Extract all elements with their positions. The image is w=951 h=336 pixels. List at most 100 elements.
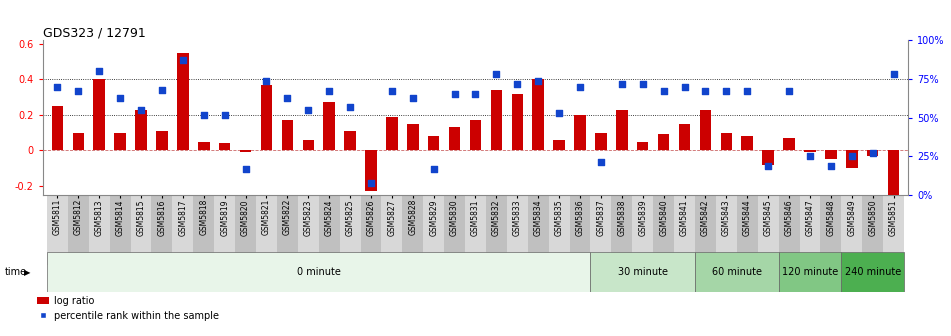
Point bbox=[719, 89, 734, 94]
Point bbox=[447, 92, 462, 97]
Text: GDS323 / 12791: GDS323 / 12791 bbox=[43, 26, 146, 39]
Bar bbox=[846, 151, 858, 168]
Bar bbox=[653, 195, 674, 264]
Bar bbox=[842, 195, 863, 264]
Bar bbox=[198, 141, 209, 151]
Bar bbox=[344, 131, 356, 151]
Bar bbox=[611, 195, 632, 264]
Point bbox=[363, 180, 378, 185]
Bar bbox=[825, 151, 837, 159]
Bar bbox=[360, 195, 381, 264]
Point bbox=[133, 107, 148, 113]
Point bbox=[782, 89, 797, 94]
Bar bbox=[737, 195, 758, 264]
Point bbox=[301, 107, 316, 113]
Bar bbox=[867, 151, 879, 156]
Point bbox=[552, 110, 567, 116]
Bar bbox=[800, 195, 821, 264]
Bar bbox=[616, 110, 628, 151]
Bar bbox=[679, 124, 690, 151]
Text: 120 minute: 120 minute bbox=[782, 267, 838, 277]
Bar bbox=[261, 85, 272, 151]
Point bbox=[865, 151, 881, 156]
Bar bbox=[340, 195, 360, 264]
Bar bbox=[784, 138, 795, 151]
Bar bbox=[533, 79, 544, 151]
Point bbox=[217, 112, 232, 117]
Point bbox=[531, 78, 546, 83]
Bar bbox=[888, 151, 900, 204]
Point bbox=[510, 81, 525, 86]
Bar bbox=[658, 134, 670, 151]
Bar bbox=[423, 195, 444, 264]
Point bbox=[280, 95, 295, 100]
Bar bbox=[298, 195, 319, 264]
Bar bbox=[402, 195, 423, 264]
Bar bbox=[570, 195, 591, 264]
Bar bbox=[470, 120, 481, 151]
Bar bbox=[365, 151, 377, 191]
Point bbox=[844, 154, 860, 159]
Point bbox=[426, 166, 441, 171]
Bar bbox=[256, 195, 277, 264]
Bar bbox=[821, 195, 842, 264]
Point bbox=[175, 58, 190, 63]
Point bbox=[468, 92, 483, 97]
Point bbox=[384, 89, 399, 94]
Bar bbox=[512, 94, 523, 151]
Bar bbox=[381, 195, 402, 264]
Bar bbox=[172, 195, 193, 264]
Bar bbox=[240, 151, 251, 152]
Point bbox=[49, 84, 65, 89]
Bar bbox=[716, 195, 737, 264]
Bar bbox=[109, 195, 130, 264]
Bar bbox=[193, 195, 214, 264]
Point bbox=[238, 166, 253, 171]
Bar bbox=[428, 136, 439, 151]
Point bbox=[677, 84, 692, 89]
Bar bbox=[528, 195, 549, 264]
Bar bbox=[742, 136, 753, 151]
Point bbox=[342, 104, 358, 110]
Bar bbox=[88, 195, 109, 264]
Bar bbox=[214, 195, 235, 264]
Bar bbox=[319, 195, 340, 264]
Bar bbox=[68, 195, 88, 264]
Bar bbox=[486, 195, 507, 264]
Bar bbox=[491, 90, 502, 151]
Bar bbox=[674, 195, 695, 264]
Point bbox=[635, 81, 650, 86]
Point bbox=[698, 89, 713, 94]
Bar bbox=[465, 195, 486, 264]
Bar bbox=[386, 117, 398, 151]
Text: time: time bbox=[5, 267, 27, 277]
Bar bbox=[135, 110, 146, 151]
Bar bbox=[449, 127, 460, 151]
Text: ▶: ▶ bbox=[24, 268, 30, 277]
Bar bbox=[637, 141, 649, 151]
Point bbox=[70, 89, 86, 94]
Point bbox=[91, 69, 107, 74]
Bar bbox=[302, 140, 314, 151]
Bar bbox=[863, 195, 883, 264]
Text: 240 minute: 240 minute bbox=[844, 267, 901, 277]
Point bbox=[886, 72, 902, 77]
Bar bbox=[277, 195, 298, 264]
Point bbox=[112, 95, 127, 100]
Bar bbox=[591, 195, 611, 264]
Bar bbox=[219, 143, 230, 151]
Point bbox=[405, 95, 420, 100]
Bar bbox=[883, 195, 904, 264]
Legend: log ratio, percentile rank within the sample: log ratio, percentile rank within the sa… bbox=[33, 292, 223, 325]
Bar bbox=[51, 106, 63, 151]
Bar bbox=[779, 195, 800, 264]
Text: 60 minute: 60 minute bbox=[711, 267, 762, 277]
Bar bbox=[72, 133, 84, 151]
Bar bbox=[444, 195, 465, 264]
Point bbox=[824, 163, 839, 168]
Point bbox=[593, 160, 609, 165]
Point bbox=[656, 89, 671, 94]
Bar bbox=[591, 252, 695, 292]
Bar bbox=[114, 133, 126, 151]
Bar bbox=[842, 252, 904, 292]
